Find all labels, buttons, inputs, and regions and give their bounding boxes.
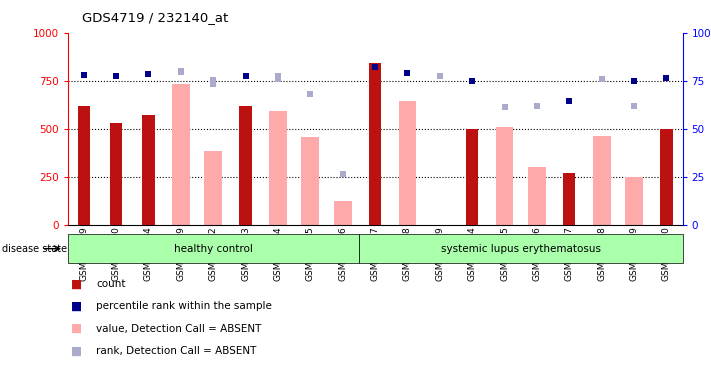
Text: GDS4719 / 232140_at: GDS4719 / 232140_at [82,12,228,25]
Bar [240,106,252,225]
Bar [661,129,673,225]
Text: ■: ■ [71,278,82,291]
Text: percentile rank within the sample: percentile rank within the sample [96,301,272,311]
Bar [204,151,222,225]
Bar [528,167,546,225]
Bar [466,129,479,225]
Bar [68,234,359,263]
Bar [142,115,154,225]
Text: ■: ■ [71,344,82,358]
Bar [625,177,643,225]
Bar [269,111,287,225]
Bar [593,136,611,225]
Text: rank, Detection Call = ABSENT: rank, Detection Call = ABSENT [96,346,257,356]
Text: healthy control: healthy control [173,243,252,254]
Text: systemic lupus erythematosus: systemic lupus erythematosus [441,243,601,254]
Text: count: count [96,279,125,289]
Bar [333,201,351,225]
Bar [172,84,190,225]
Text: ■: ■ [71,322,82,335]
Bar [77,106,90,225]
Text: ■: ■ [71,300,82,313]
Bar [369,63,381,225]
Bar [563,173,575,225]
Bar [301,137,319,225]
Bar [359,234,683,263]
Text: disease state: disease state [2,243,68,254]
Bar [110,123,122,225]
Bar [399,101,417,225]
Text: value, Detection Call = ABSENT: value, Detection Call = ABSENT [96,324,262,334]
Bar [496,127,513,225]
